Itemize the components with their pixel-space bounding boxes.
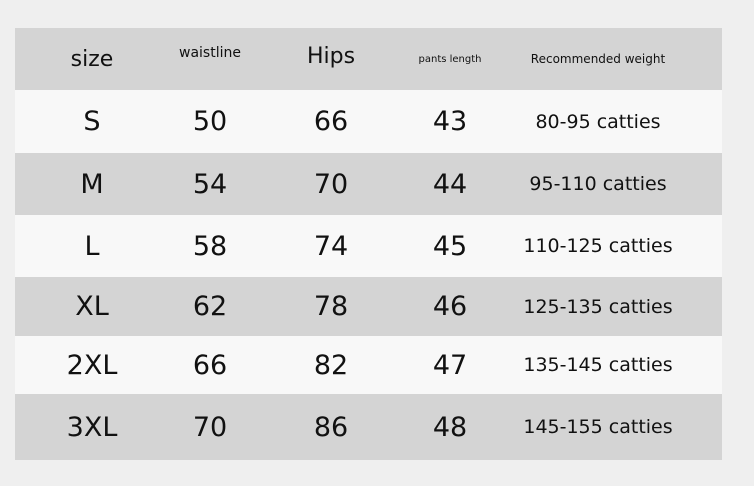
hips-cell: 82 bbox=[313, 349, 349, 381]
waistline-cell: 62 bbox=[192, 291, 228, 322]
header-size: size bbox=[70, 46, 114, 72]
pants-length-cell: 46 bbox=[432, 291, 468, 322]
pants-length-cell: 44 bbox=[432, 168, 468, 200]
weight-cell: 135-145 catties bbox=[523, 354, 673, 376]
pants-length-cell: 47 bbox=[432, 349, 468, 381]
pants-length-cell: 45 bbox=[432, 230, 468, 262]
table-row: 2XL 66 82 47 135-145 catties bbox=[15, 336, 722, 394]
weight-cell: 145-155 catties bbox=[523, 416, 673, 438]
weight-cell: 110-125 catties bbox=[523, 235, 673, 257]
table-row: XL 62 78 46 125-135 catties bbox=[15, 277, 722, 336]
size-cell: S bbox=[83, 106, 101, 137]
waistline-cell: 70 bbox=[192, 411, 228, 443]
table-row: L 58 74 45 110-125 catties bbox=[15, 215, 722, 277]
hips-cell: 66 bbox=[313, 106, 349, 137]
hips-cell: 78 bbox=[313, 291, 349, 322]
pants-length-cell: 48 bbox=[432, 411, 468, 443]
table-row: M 54 70 44 95-110 catties bbox=[15, 153, 722, 215]
size-cell: 3XL bbox=[66, 411, 118, 443]
waistline-cell: 50 bbox=[192, 106, 228, 137]
table-row: S 50 66 43 80-95 catties bbox=[15, 90, 722, 153]
header-hips: Hips bbox=[306, 43, 356, 69]
hips-cell: 74 bbox=[313, 230, 349, 262]
header-waistline: waistline bbox=[179, 45, 241, 61]
header-recommended-weight: Recommended weight bbox=[530, 52, 666, 66]
hips-cell: 70 bbox=[313, 168, 349, 200]
size-cell: 2XL bbox=[66, 349, 118, 381]
hips-cell: 86 bbox=[313, 411, 349, 443]
waistline-cell: 66 bbox=[192, 349, 228, 381]
weight-cell: 80-95 catties bbox=[535, 110, 661, 133]
size-cell: L bbox=[84, 230, 100, 262]
pants-length-cell: 43 bbox=[432, 106, 468, 137]
table-row: 3XL 70 86 48 145-155 catties bbox=[15, 394, 722, 460]
header-row: size waistline Hips pants length Recomme… bbox=[15, 28, 722, 90]
size-cell: XL bbox=[75, 291, 109, 322]
header-pants-length: pants length bbox=[418, 53, 482, 65]
waistline-cell: 58 bbox=[192, 230, 228, 262]
weight-cell: 95-110 catties bbox=[529, 173, 667, 195]
size-chart-table: size waistline Hips pants length Recomme… bbox=[15, 28, 722, 460]
size-cell: M bbox=[80, 168, 104, 200]
waistline-cell: 54 bbox=[192, 168, 228, 200]
weight-cell: 125-135 catties bbox=[523, 295, 673, 318]
